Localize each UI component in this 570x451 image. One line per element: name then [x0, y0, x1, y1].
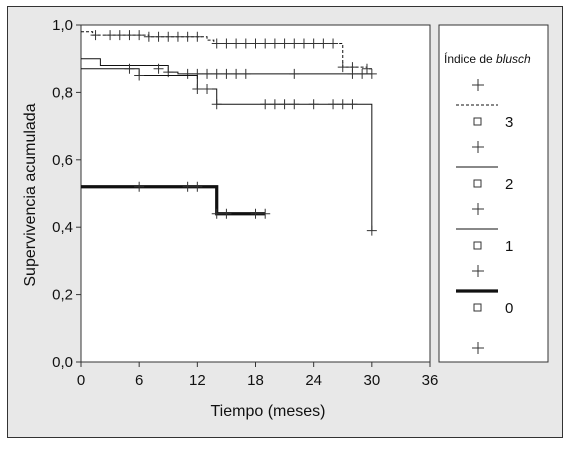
x-tick-label: 30 — [363, 372, 380, 389]
series-layer — [81, 30, 377, 236]
legend-box — [438, 24, 549, 363]
censor-mark-1 — [124, 63, 135, 74]
censor-mark-3 — [124, 30, 135, 41]
censor-mark-0 — [211, 208, 222, 219]
censor-mark-2 — [347, 68, 358, 79]
legend: Índice de blusch 3 2 1 0 — [438, 24, 549, 363]
censor-mark-2 — [240, 68, 251, 79]
legend-entries: 3 2 1 0 — [456, 79, 513, 354]
censor-mark-1 — [260, 99, 271, 110]
legend-censor-mark — [472, 342, 484, 354]
x-tick-label: 18 — [247, 372, 264, 389]
legend-censor-mark — [472, 141, 484, 153]
censor-mark-3 — [260, 38, 271, 49]
censor-mark-2 — [357, 68, 368, 79]
censor-mark-0 — [250, 208, 261, 219]
censor-mark-3 — [211, 38, 222, 49]
x-axis: 0 6 12 18 24 30 36 — [77, 362, 439, 389]
censor-mark-3 — [90, 30, 101, 41]
x-tick-label: 36 — [422, 372, 439, 389]
censor-mark-3 — [289, 38, 300, 49]
censor-mark-1 — [328, 99, 339, 110]
y-tick-label: 0,8 — [52, 84, 73, 101]
legend-censor-mark — [472, 203, 484, 215]
censor-mark-1 — [192, 84, 203, 95]
x-axis-label: Tiempo (meses) — [211, 403, 326, 420]
censor-mark-3 — [134, 30, 145, 41]
y-axis: 0,0 0,2 0,4 0,6 0,8 1,0 — [52, 17, 81, 371]
legend-square-marker — [473, 303, 482, 312]
legend-label-2: 2 — [505, 176, 513, 193]
censor-mark-3 — [163, 31, 174, 42]
y-tick-label: 0,4 — [52, 219, 73, 236]
censor-mark-1 — [289, 99, 300, 110]
series-line-3 — [81, 31, 372, 70]
censor-mark-1 — [211, 99, 222, 110]
censor-mark-3 — [361, 63, 372, 74]
censor-mark-2 — [366, 68, 377, 79]
x-tick-label: 0 — [77, 372, 85, 389]
censor-mark-2 — [221, 68, 232, 79]
censor-mark-0 — [134, 181, 145, 192]
censor-mark-2 — [202, 68, 213, 79]
y-tick-label: 0,0 — [52, 354, 73, 371]
censor-mark-3 — [153, 31, 164, 42]
censor-mark-2 — [211, 68, 222, 79]
legend-label-1: 1 — [505, 238, 513, 255]
censor-mark-3 — [231, 38, 242, 49]
censor-mark-3 — [182, 31, 193, 42]
censor-mark-3 — [221, 38, 232, 49]
series-line-0 — [81, 185, 266, 216]
censor-mark-3 — [308, 38, 319, 49]
censor-mark-0 — [192, 181, 203, 192]
legend-label-0: 0 — [505, 300, 513, 317]
censor-mark-3 — [269, 38, 280, 49]
censor-mark-1 — [347, 99, 358, 110]
censor-mark-3 — [250, 38, 261, 49]
censor-mark-1 — [279, 99, 290, 110]
censor-mark-0 — [260, 208, 271, 219]
legend-censor-mark — [472, 79, 484, 91]
censor-mark-1 — [269, 99, 280, 110]
censor-mark-3 — [337, 62, 348, 73]
y-tick-label: 0,6 — [52, 152, 73, 169]
legend-censor-mark — [472, 265, 484, 277]
censor-mark-3 — [318, 38, 329, 49]
censor-mark-3 — [298, 38, 309, 49]
censor-mark-1 — [202, 84, 213, 95]
censor-mark-3 — [240, 38, 251, 49]
plot-area — [80, 24, 431, 363]
y-axis-label: Supervivencia acumulada — [22, 103, 39, 286]
censor-mark-3 — [192, 31, 203, 42]
censor-mark-0 — [182, 181, 193, 192]
legend-square-marker — [473, 179, 482, 188]
censor-mark-0 — [221, 208, 232, 219]
censor-mark-2 — [289, 68, 300, 79]
x-tick-label: 24 — [305, 372, 322, 389]
legend-square-marker — [473, 241, 482, 250]
censor-mark-3 — [105, 30, 116, 41]
censor-mark-3 — [328, 38, 339, 49]
censor-mark-1 — [337, 99, 348, 110]
y-tick-label: 0,2 — [52, 287, 73, 304]
censor-mark-3 — [172, 31, 183, 42]
censor-mark-1 — [134, 70, 145, 81]
legend-title: Índice de blusch — [444, 51, 531, 66]
censor-mark-3 — [279, 38, 290, 49]
x-tick-label: 6 — [135, 372, 143, 389]
censor-mark-1 — [153, 63, 164, 74]
censor-mark-2 — [231, 68, 242, 79]
censor-mark-1 — [366, 225, 377, 236]
x-tick-label: 12 — [189, 372, 206, 389]
censor-mark-2 — [182, 68, 193, 79]
censor-mark-3 — [114, 30, 125, 41]
censor-mark-1 — [308, 99, 319, 110]
legend-label-3: 3 — [505, 114, 513, 131]
legend-square-marker — [473, 117, 482, 126]
y-tick-label: 1,0 — [52, 17, 73, 34]
censor-mark-3 — [143, 31, 154, 42]
